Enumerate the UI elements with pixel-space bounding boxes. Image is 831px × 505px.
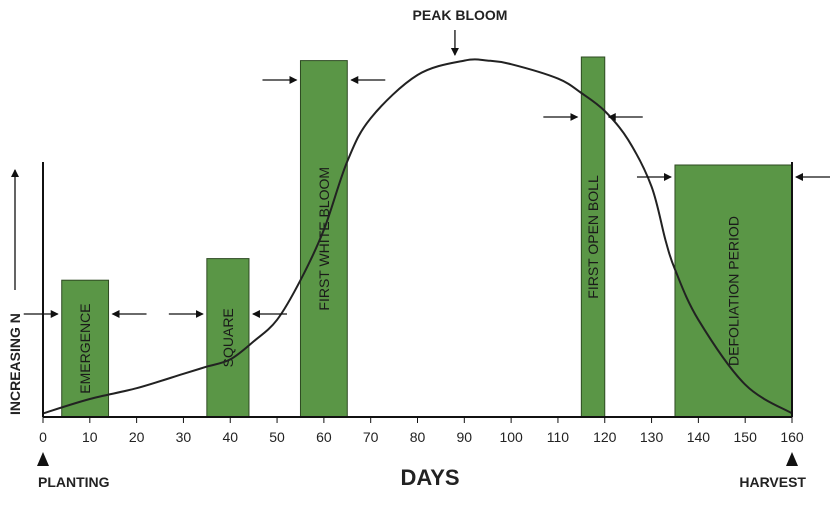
x-tick-label: 50 <box>269 429 285 445</box>
x-tick-label: 90 <box>457 429 473 445</box>
x-tick-label: 40 <box>222 429 238 445</box>
x-tick-label: 20 <box>129 429 145 445</box>
period-bar <box>206 258 250 418</box>
y-axis-label: INCREASING N <box>7 313 23 415</box>
x-tick-label: 160 <box>780 429 804 445</box>
x-tick-label: 10 <box>82 429 98 445</box>
x-tick-label: 140 <box>687 429 711 445</box>
harvest-label: HARVEST <box>739 474 806 490</box>
x-tick-label: 80 <box>410 429 426 445</box>
planting-marker-icon <box>37 452 49 466</box>
period-bar <box>61 279 110 418</box>
x-tick-label: 130 <box>640 429 664 445</box>
period-bar <box>299 60 348 418</box>
planting-label: PLANTING <box>38 474 110 490</box>
period-label: FIRST WHITE BLOOM <box>316 167 332 311</box>
x-tick-label: 70 <box>363 429 379 445</box>
period-label: FIRST OPEN BOLL <box>585 175 601 299</box>
x-tick-label: 110 <box>547 429 570 445</box>
x-tick-label: 60 <box>316 429 332 445</box>
x-tick-label: 150 <box>734 429 758 445</box>
peak-bloom-label: PEAK BLOOM <box>413 7 508 23</box>
x-tick-label: 100 <box>499 429 523 445</box>
period-label: EMERGENCE <box>77 303 93 393</box>
x-axis-label: DAYS <box>400 465 459 490</box>
x-tick-label: 120 <box>593 429 617 445</box>
x-tick-label: 0 <box>39 429 47 445</box>
nitrogen-curve <box>42 58 793 415</box>
period-label: DEFOLIATION PERIOD <box>725 216 741 366</box>
period-label: SQUARE <box>220 308 236 367</box>
harvest-marker-icon <box>786 452 798 466</box>
x-tick-label: 30 <box>176 429 192 445</box>
